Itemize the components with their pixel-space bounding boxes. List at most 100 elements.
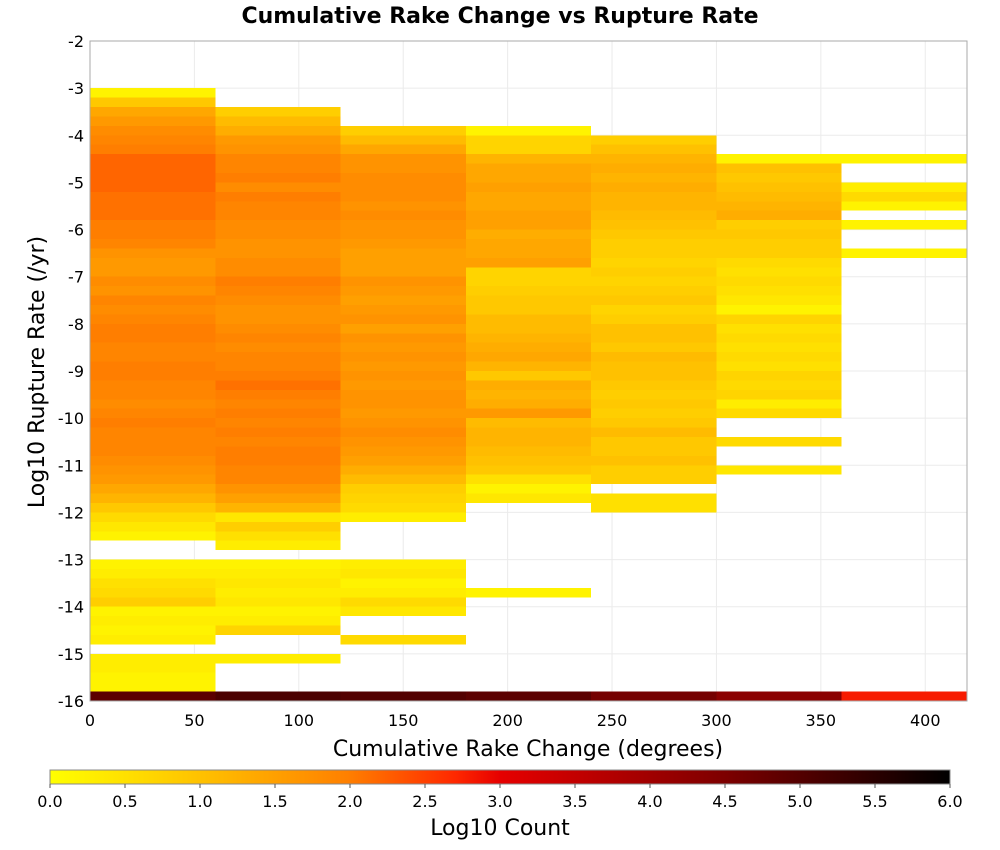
heatmap-cell (215, 446, 341, 456)
heatmap-cell (465, 455, 592, 466)
heatmap-cell (215, 427, 341, 437)
x-tick-label: 250 (597, 711, 628, 730)
heatmap-cell (591, 437, 717, 447)
heatmap-cell (90, 333, 216, 343)
heatmap-cell (465, 474, 592, 485)
heatmap-cell (90, 399, 216, 409)
heatmap-cell (90, 352, 216, 362)
heatmap-cell (215, 540, 341, 551)
heatmap-cell (340, 173, 466, 183)
heatmap-cell (716, 352, 842, 362)
heatmap-cell (591, 446, 717, 456)
heatmap-cell (215, 389, 341, 400)
heatmap-cell (465, 154, 592, 164)
heatmap-cell (340, 323, 466, 334)
heatmap-cell (340, 257, 466, 268)
heatmap-cell (340, 691, 466, 701)
heatmap-cell (90, 173, 216, 183)
heatmap-cell (215, 455, 341, 466)
heatmap-cell (215, 342, 341, 353)
heatmap-cell (716, 295, 842, 305)
heatmap-cell (465, 418, 592, 428)
heatmap-cell (215, 474, 341, 485)
heatmap-cell (716, 314, 842, 324)
y-tick-label: -7 (68, 268, 84, 287)
heatmap-cell (340, 154, 466, 164)
heatmap-cell (90, 427, 216, 437)
x-tick-label: 400 (910, 711, 941, 730)
heatmap-cell (591, 427, 717, 437)
heatmap-cell (215, 616, 341, 626)
heatmap-cell (90, 201, 216, 211)
heatmap-cell (591, 182, 717, 192)
heatmap-cell (215, 606, 341, 617)
heatmap-cell (340, 125, 466, 136)
heatmap-cell (340, 606, 466, 617)
heatmap-cell (591, 220, 717, 230)
heatmap-cell (215, 267, 341, 277)
heatmap-cell (591, 691, 717, 701)
heatmap-cell (340, 418, 466, 428)
heatmap-cell (591, 201, 717, 211)
heatmap-cell (340, 371, 466, 381)
heatmap-cell (340, 455, 466, 466)
heatmap-cell (340, 201, 466, 211)
heatmap-cell (215, 125, 341, 136)
heatmap-cell (90, 437, 216, 447)
heatmap-cell (215, 531, 341, 541)
heatmap-cell (591, 314, 717, 324)
heatmap-cell (90, 512, 216, 522)
heatmap-cell (215, 503, 341, 513)
heatmap-cell (716, 248, 842, 258)
heatmap-cell (465, 286, 592, 296)
heatmap-cell (215, 653, 341, 664)
heatmap-cell (340, 493, 466, 503)
heatmap-cell (591, 144, 717, 155)
x-axis-label: Cumulative Rake Change (degrees) (333, 737, 723, 762)
heatmap-cell (591, 342, 717, 353)
heatmap-cell (215, 587, 341, 598)
heatmap-cell (465, 691, 592, 701)
heatmap-cell (90, 361, 216, 371)
heatmap-cell (90, 578, 216, 588)
heatmap-cell (591, 493, 717, 503)
heatmap-cell (340, 276, 466, 287)
heatmap-cell (591, 455, 717, 466)
y-tick-label: -10 (58, 409, 84, 428)
heatmap-cell (90, 559, 216, 569)
heatmap-cell (90, 597, 216, 607)
heatmap-cell (716, 257, 842, 268)
heatmap-cell (215, 248, 341, 258)
heatmap-cell (340, 182, 466, 192)
heatmap-cell (465, 380, 592, 390)
heatmap-cell (340, 427, 466, 437)
heatmap-cell (716, 333, 842, 343)
heatmap-cell (591, 418, 717, 428)
heatmap-cell (465, 333, 592, 343)
colorbar (49, 769, 951, 785)
heatmap-cell (340, 512, 466, 522)
heatmap-cell (90, 455, 216, 466)
heatmap-cell (465, 267, 592, 277)
heatmap-cell (841, 182, 967, 192)
heatmap-cell (90, 342, 216, 353)
heatmap-cell (465, 323, 592, 334)
heatmap-cell (591, 248, 717, 258)
heatmap-cell (90, 257, 216, 268)
heatmap-cell (90, 107, 216, 117)
heatmap-cell (215, 173, 341, 183)
x-tick-label: 200 (492, 711, 523, 730)
heatmap-cell (591, 305, 717, 315)
heatmap-cell (90, 125, 216, 136)
heatmap-cell (90, 97, 216, 107)
heatmap-cell (591, 389, 717, 400)
heatmap-cell (340, 248, 466, 258)
heatmap-cell (465, 248, 592, 258)
heatmap-cell (465, 210, 592, 221)
heatmap-cell (215, 493, 341, 503)
heatmap-cell (215, 314, 341, 324)
heatmap-cell (340, 474, 466, 485)
heatmap-cell (90, 305, 216, 315)
heatmap-cell (90, 191, 216, 202)
heatmap-cell (215, 305, 341, 315)
